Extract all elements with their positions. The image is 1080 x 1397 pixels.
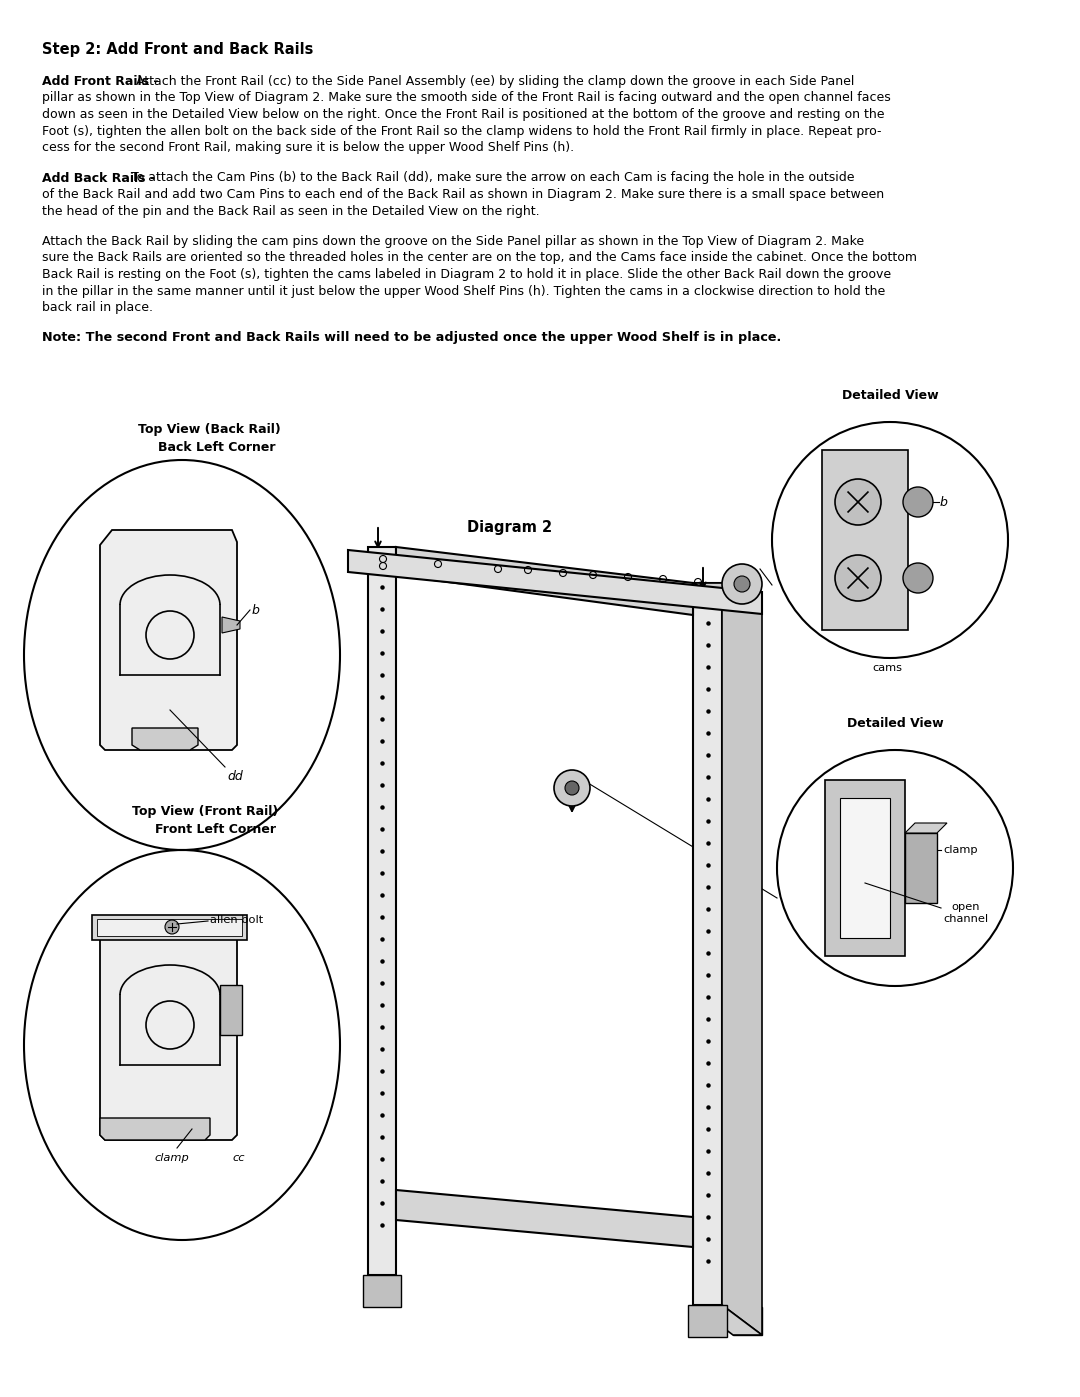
Polygon shape [822,450,908,630]
Circle shape [165,921,179,935]
Circle shape [565,781,579,795]
Text: allen bolt: allen bolt [210,915,264,925]
Polygon shape [100,529,237,750]
Text: down as seen in the Detailed View below on the right. Once the Front Rail is pos: down as seen in the Detailed View below … [42,108,885,122]
Circle shape [734,576,750,592]
Text: Detailed View: Detailed View [841,388,939,402]
Polygon shape [100,1118,210,1140]
Text: cams: cams [872,664,902,673]
Polygon shape [396,548,693,615]
Ellipse shape [772,422,1008,658]
Text: Back Left Corner: Back Left Corner [158,441,275,454]
Polygon shape [905,823,947,833]
Circle shape [903,488,933,517]
Text: b: b [940,496,948,509]
Text: Top View (Back Rail): Top View (Back Rail) [138,423,281,436]
Text: Add Back Rails -: Add Back Rails - [42,172,156,184]
Text: clamp: clamp [943,845,977,855]
Polygon shape [368,548,396,1275]
Polygon shape [97,919,242,936]
Text: Add Front Rails -: Add Front Rails - [42,75,159,88]
Polygon shape [348,550,762,615]
Text: Front Left Corner: Front Left Corner [156,823,276,835]
Text: Top View (Front Rail): Top View (Front Rail) [132,805,279,819]
Text: Attach the Front Rail (cc) to the Side Panel Assembly (ee) by sliding the clamp : Attach the Front Rail (cc) to the Side P… [136,75,854,88]
Polygon shape [693,1305,762,1336]
Text: Note: The second Front and Back Rails will need to be adjusted once the upper Wo: Note: The second Front and Back Rails wi… [42,331,781,345]
Polygon shape [222,617,240,633]
Text: Back Rail is resting on the Foot (s), tighten the cams labeled in Diagram 2 to h: Back Rail is resting on the Foot (s), ti… [42,268,891,281]
Text: To attach the Cam Pins (b) to the Back Rail (dd), make sure the arrow on each Ca: To attach the Cam Pins (b) to the Back R… [131,172,854,184]
Polygon shape [220,985,242,1035]
Ellipse shape [777,750,1013,986]
Text: Attach the Back Rail by sliding the cam pins down the groove on the Side Panel p: Attach the Back Rail by sliding the cam … [42,235,864,249]
Text: pillar as shown in the Top View of Diagram 2. Make sure the smooth side of the F: pillar as shown in the Top View of Diagr… [42,91,891,105]
Text: Step 2: Add Front and Back Rails: Step 2: Add Front and Back Rails [42,42,313,57]
Polygon shape [693,583,723,1305]
Text: cess for the second Front Rail, making sure it is below the upper Wood Shelf Pin: cess for the second Front Rail, making s… [42,141,575,154]
Polygon shape [363,1275,401,1308]
Polygon shape [132,728,198,750]
Text: sure the Back Rails are oriented so the threaded holes in the center are on the : sure the Back Rails are oriented so the … [42,251,917,264]
Text: the head of the pin and the Back Rail as seen in the Detailed View on the right.: the head of the pin and the Back Rail as… [42,204,540,218]
Circle shape [723,564,762,604]
Text: cc: cc [232,1153,244,1162]
Polygon shape [100,921,237,1140]
Polygon shape [905,833,937,902]
Polygon shape [92,915,247,940]
Text: open
channel: open channel [943,902,988,923]
Polygon shape [825,780,905,956]
Polygon shape [840,798,890,937]
Polygon shape [693,583,762,604]
Text: Foot (s), tighten the allen bolt on the back side of the Front Rail so the clamp: Foot (s), tighten the allen bolt on the … [42,124,881,137]
Text: dd: dd [227,770,243,782]
Text: back rail in place.: back rail in place. [42,300,153,314]
Polygon shape [723,583,762,1336]
Text: of the Back Rail and add two Cam Pins to each end of the Back Rail as shown in D: of the Back Rail and add two Cam Pins to… [42,189,885,201]
Polygon shape [688,1305,727,1337]
Text: in the pillar in the same manner until it just below the upper Wood Shelf Pins (: in the pillar in the same manner until i… [42,285,886,298]
Polygon shape [396,1190,693,1248]
Circle shape [554,770,590,806]
Circle shape [903,563,933,592]
Text: Detailed View: Detailed View [847,717,943,731]
Polygon shape [733,1308,762,1336]
Text: Diagram 2: Diagram 2 [468,520,553,535]
Text: clamp: clamp [154,1153,189,1162]
Text: b: b [252,604,260,616]
Circle shape [835,479,881,525]
Circle shape [835,555,881,601]
